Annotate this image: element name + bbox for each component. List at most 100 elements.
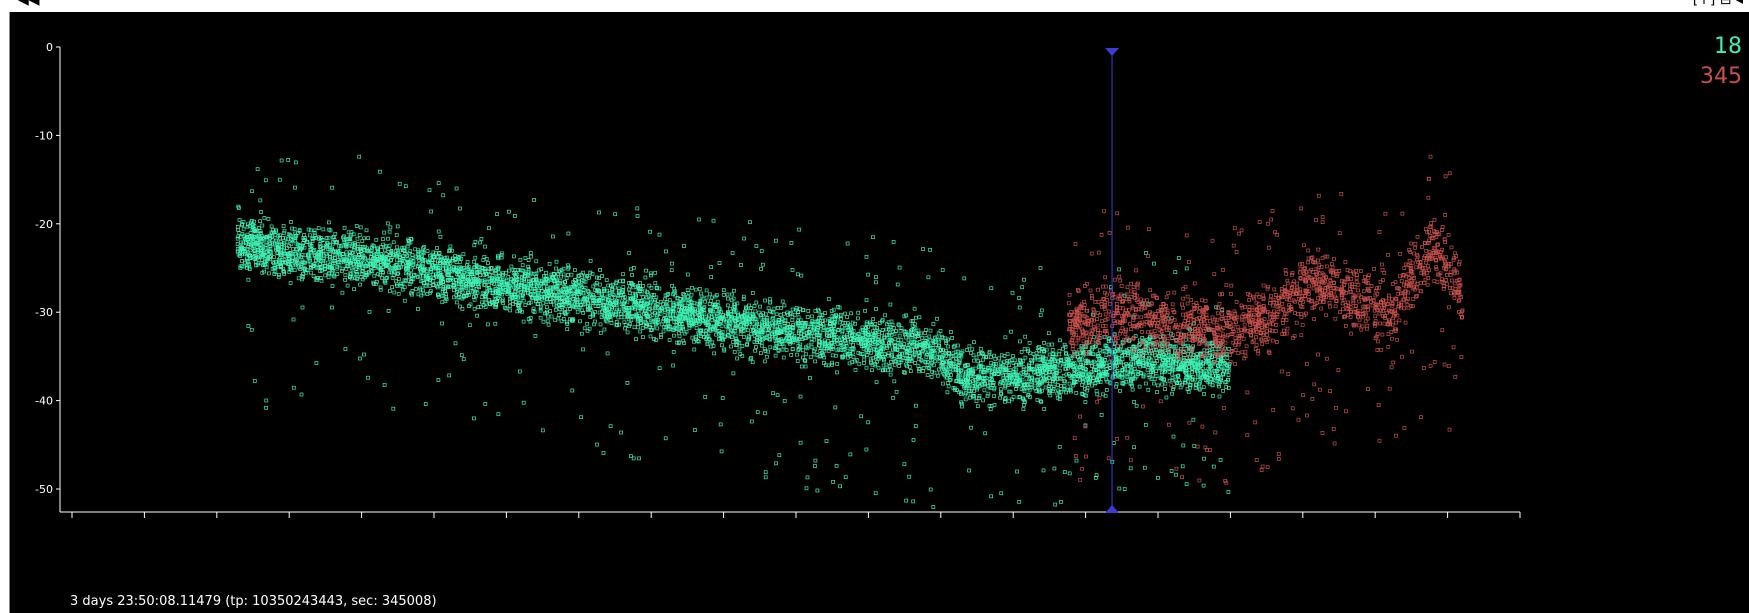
data-point <box>844 343 849 348</box>
data-point <box>1155 359 1159 363</box>
data-point <box>399 281 403 286</box>
data-point <box>892 362 897 367</box>
data-point <box>311 274 316 278</box>
data-point <box>883 313 887 318</box>
data-point <box>731 371 736 376</box>
data-point <box>693 287 698 292</box>
data-point <box>1048 393 1053 398</box>
data-point <box>385 221 390 226</box>
data-point <box>1132 367 1137 371</box>
data-point <box>1182 344 1187 349</box>
window-controls-icon[interactable]: [↑] ⊟ ◂ <box>1692 0 1743 8</box>
data-point <box>1192 444 1197 448</box>
data-point <box>720 396 725 400</box>
data-point <box>427 188 432 193</box>
data-point <box>864 365 869 370</box>
data-point <box>759 351 763 356</box>
data-point <box>977 396 981 400</box>
data-point <box>509 292 514 297</box>
data-point <box>497 270 501 275</box>
data-point <box>897 333 902 338</box>
data-point <box>319 278 324 283</box>
data-point <box>850 347 855 352</box>
data-point <box>593 310 597 314</box>
data-point <box>796 315 801 320</box>
data-point <box>355 236 360 241</box>
data-point <box>856 351 861 355</box>
data-point <box>308 228 313 233</box>
data-point <box>641 284 645 288</box>
data-point <box>402 298 407 303</box>
data-point <box>306 227 311 232</box>
data-point <box>638 329 643 334</box>
data-point <box>1217 384 1221 389</box>
data-point <box>1029 383 1034 387</box>
data-point <box>725 303 730 308</box>
data-point <box>970 347 975 352</box>
data-point <box>647 307 652 312</box>
data-point <box>300 305 305 310</box>
data-point <box>308 270 313 275</box>
data-point <box>457 260 462 265</box>
data-point <box>992 394 996 398</box>
data-point <box>849 311 853 316</box>
data-point <box>615 323 620 328</box>
data-point <box>277 177 282 182</box>
data-point <box>286 158 291 162</box>
data-point <box>1009 358 1014 362</box>
data-point <box>993 356 998 361</box>
data-point <box>246 277 251 282</box>
data-point <box>598 330 603 335</box>
data-point <box>391 406 396 411</box>
data-point <box>809 344 814 349</box>
data-point <box>258 219 262 224</box>
data-point <box>625 381 630 385</box>
data-point <box>912 306 917 311</box>
data-point <box>1220 308 1225 312</box>
data-point <box>921 247 925 251</box>
data-point <box>1010 290 1015 295</box>
data-point <box>790 307 795 312</box>
data-point <box>781 355 786 360</box>
data-point <box>1210 373 1215 378</box>
data-point <box>423 402 428 406</box>
data-point <box>924 354 929 359</box>
data-point <box>414 287 418 291</box>
data-point <box>396 291 401 296</box>
data-point <box>1059 500 1063 504</box>
data-point <box>461 357 466 362</box>
data-point <box>771 315 776 320</box>
data-point <box>548 309 553 313</box>
data-point <box>694 326 699 330</box>
data-point <box>925 373 930 377</box>
data-point <box>710 318 715 323</box>
data-point <box>899 338 904 343</box>
data-point <box>1152 261 1156 266</box>
data-point <box>926 275 931 280</box>
data-point <box>266 217 271 221</box>
data-point <box>1035 397 1040 402</box>
data-point <box>479 295 484 299</box>
data-point <box>593 282 598 287</box>
back-icon[interactable]: ◀◀ <box>18 0 40 8</box>
data-point <box>692 347 697 352</box>
plot-area[interactable]: 0 -10 -20 -30 -40 -50 18 345 3 days 23:50:08.… <box>9 12 1749 613</box>
data-point <box>921 366 926 370</box>
data-point <box>914 403 918 408</box>
data-point <box>416 307 420 311</box>
data-point <box>928 328 933 333</box>
data-point <box>383 248 387 253</box>
data-point <box>776 349 781 353</box>
data-point <box>1129 361 1134 366</box>
data-point <box>709 265 714 269</box>
scatter-chart[interactable]: 0-10-20-30-40-50 <box>10 12 1749 613</box>
data-point <box>985 394 990 399</box>
data-point <box>854 358 859 362</box>
data-point <box>1019 350 1024 354</box>
data-point <box>1085 385 1090 390</box>
data-point <box>709 295 714 300</box>
data-point <box>748 220 752 225</box>
data-point <box>239 240 243 245</box>
data-point <box>704 288 709 293</box>
data-point <box>810 314 814 319</box>
